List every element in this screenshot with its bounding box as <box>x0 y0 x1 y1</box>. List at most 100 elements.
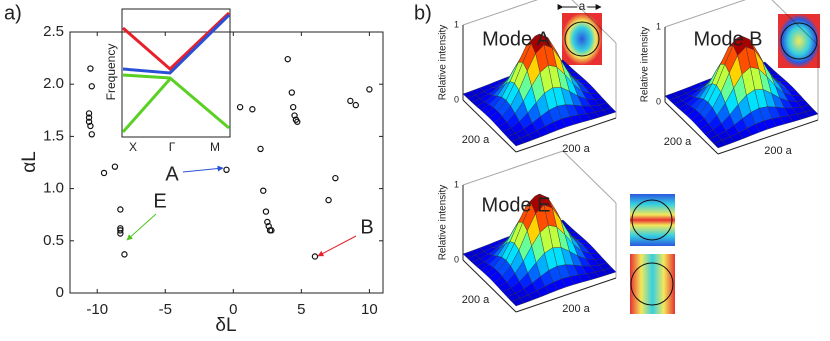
z-tick-label: 1 <box>454 19 459 29</box>
axis-label: 200 a <box>562 143 590 155</box>
point <box>288 89 296 96</box>
axis <box>571 0 617 44</box>
point <box>264 218 271 226</box>
scale-halo: a <box>579 0 586 13</box>
point <box>352 101 359 109</box>
z-axis-label: Relative intensity <box>640 27 651 103</box>
axis <box>771 0 819 46</box>
axis <box>664 101 719 155</box>
surface: 1 0 Relative intensity 200 a 200 a <box>640 0 819 157</box>
point <box>294 118 301 125</box>
axis-label: 200 a <box>462 294 490 306</box>
plot-frame <box>69 31 384 294</box>
point <box>85 118 93 125</box>
axis <box>515 117 617 153</box>
z-axis-label: Relative intensity <box>438 185 449 261</box>
plot-title: Mode B <box>694 28 763 50</box>
point <box>117 227 124 234</box>
axis-label: 200 a <box>462 134 490 146</box>
y-axis-label: αL <box>19 151 40 173</box>
surface-cell <box>511 298 525 307</box>
y-tick-label: 0 <box>56 284 64 301</box>
arrow <box>182 165 224 173</box>
z-tick-label: 1 <box>454 179 459 189</box>
y-tick-label: 1.0 <box>43 180 64 197</box>
point <box>88 83 95 90</box>
point <box>87 65 94 72</box>
inset-x-label: X <box>129 140 137 154</box>
point <box>289 103 297 111</box>
annotation: E <box>153 190 166 212</box>
plot-title: Mode E <box>482 194 551 216</box>
point <box>100 169 108 177</box>
arrow <box>317 235 357 257</box>
x-tick-label: 10 <box>361 301 378 318</box>
point <box>117 230 124 237</box>
inset-x-label: M <box>210 140 220 154</box>
axis <box>562 150 617 204</box>
surface-cell <box>511 138 525 147</box>
point <box>121 251 128 258</box>
arrow <box>126 213 157 241</box>
x-tick-label: -5 <box>159 301 172 318</box>
z-tick-label: 1 <box>656 21 661 31</box>
point <box>268 227 275 234</box>
point <box>85 114 93 121</box>
surface-cell <box>713 140 727 149</box>
surface: 1 0 Relative intensity 200 a 200 a <box>438 0 617 155</box>
axis-label: 200 a <box>562 303 590 315</box>
point <box>291 112 298 119</box>
axis <box>664 0 746 28</box>
inset: Frequency X Γ M <box>104 8 231 154</box>
surface: 1 0 Relative intensity 200 a 200 a <box>438 150 617 315</box>
panel-label: b) <box>414 2 432 24</box>
panel-label: a) <box>4 2 22 24</box>
z-axis-label: Relative intensity <box>438 25 449 101</box>
inset-y-label: Frequency <box>104 44 118 101</box>
axis <box>462 259 517 313</box>
point <box>366 86 373 93</box>
point <box>249 106 256 113</box>
point <box>284 55 291 63</box>
z-tick-label: 0 <box>454 94 459 104</box>
axis <box>515 277 617 313</box>
axis-label: 200 a <box>764 145 792 157</box>
plot-title: Mode A <box>482 28 550 50</box>
point <box>257 145 264 153</box>
annotation: B <box>360 216 373 238</box>
point <box>111 163 119 170</box>
y-tick-label: 1.5 <box>43 127 64 144</box>
point <box>325 196 332 204</box>
y-tick-label: 0.5 <box>43 232 64 249</box>
point <box>311 253 319 260</box>
point <box>223 166 230 174</box>
point <box>332 174 339 182</box>
point <box>262 208 270 215</box>
axis <box>717 119 819 155</box>
z-tick-label: 0 <box>656 96 661 106</box>
axis-label: 200 a <box>664 136 692 148</box>
axis <box>462 99 517 153</box>
point <box>87 122 94 130</box>
axis <box>462 0 539 26</box>
points <box>85 55 373 260</box>
scale-label: a <box>579 0 586 13</box>
x-tick-label: -10 <box>86 301 108 318</box>
z-tick-label: 0 <box>454 254 459 264</box>
point <box>88 131 95 138</box>
axis <box>462 150 564 186</box>
point <box>236 103 244 111</box>
point <box>85 110 93 117</box>
mode-images <box>557 4 820 314</box>
point <box>260 187 267 194</box>
y-tick-label: 2.5 <box>43 23 64 40</box>
x-axis-label: δL <box>215 315 236 336</box>
x-tick-label: 0 <box>229 301 237 318</box>
y-tick-label: 2.0 <box>43 75 64 92</box>
point <box>347 97 354 105</box>
x-tick-label: 5 <box>297 301 305 318</box>
annotation: A <box>165 163 179 185</box>
inset-x-label: Γ <box>169 140 176 154</box>
point <box>117 206 124 213</box>
